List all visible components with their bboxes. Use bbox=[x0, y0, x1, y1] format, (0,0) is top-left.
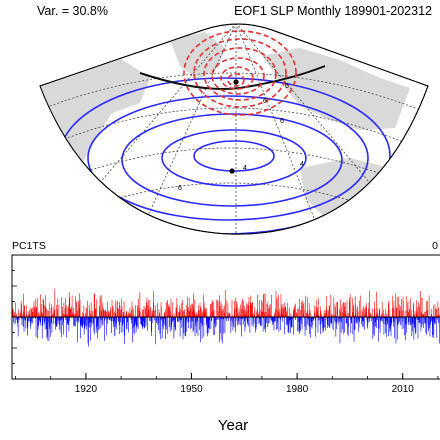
x-tick-label: 2010 bbox=[392, 384, 415, 395]
map-title: EOF1 SLP Monthly 189901-202312 bbox=[234, 4, 432, 18]
y-axis-ticks bbox=[12, 254, 17, 380]
high-centre-marker bbox=[229, 168, 235, 174]
contour-label: 4 bbox=[243, 165, 247, 172]
x-tick-label: 1920 bbox=[75, 384, 98, 395]
variance-label: Var. = 30.8% bbox=[37, 4, 108, 18]
series-bars bbox=[11, 288, 440, 347]
plot-frame bbox=[11, 254, 440, 380]
contour-label: 6 bbox=[263, 98, 267, 105]
eof-map: 6 6 6 4 4 6 bbox=[39, 23, 429, 235]
x-axis-ticks: 1920 1950 1980 2010 bbox=[15, 373, 439, 395]
contour-label: 6 bbox=[280, 118, 284, 125]
eof-map-panel: 6 6 6 4 4 6 bbox=[0, 18, 440, 238]
pc-timeseries-chart: PC1TS 0 1920 1950 1980 2010 Year bbox=[11, 240, 440, 434]
x-tick-label: 1950 bbox=[180, 384, 203, 395]
low-centre-marker bbox=[233, 79, 239, 85]
negative-contours bbox=[183, 30, 297, 116]
contour-label: 4 bbox=[300, 161, 304, 168]
contour-labels: 6 6 6 4 4 6 bbox=[178, 83, 304, 192]
pc-timeseries-panel: PC1TS 0 1920 1950 1980 2010 Year bbox=[0, 238, 440, 440]
x-axis-label: Year bbox=[218, 417, 248, 434]
map-land-greenland bbox=[170, 32, 225, 80]
contour-label: 6 bbox=[285, 83, 289, 90]
x-tick-label: 1980 bbox=[286, 384, 309, 395]
chart-title: PC1TS bbox=[12, 240, 46, 252]
contour-label: 6 bbox=[178, 185, 182, 192]
chart-title-right: 0 bbox=[432, 240, 438, 252]
map-land-europe bbox=[262, 48, 410, 130]
